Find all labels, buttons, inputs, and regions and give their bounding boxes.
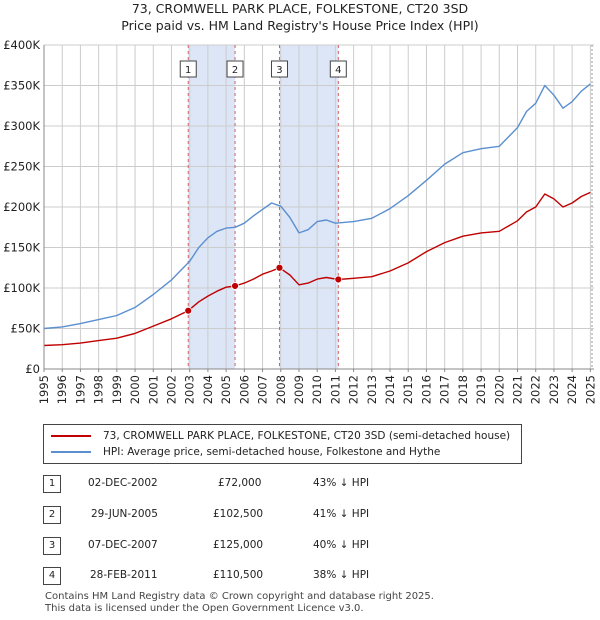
sale-number-badge: 4 xyxy=(43,567,61,585)
x-tick-label: 2022 xyxy=(529,375,543,404)
legend-label-hpi: HPI: Average price, semi-detached house,… xyxy=(103,446,441,458)
sale-label-box xyxy=(329,60,347,78)
sale-label-box xyxy=(226,60,244,78)
x-tick-label: 2009 xyxy=(292,375,306,404)
y-tick-label: £50K xyxy=(11,322,41,336)
x-tick-label: 2023 xyxy=(547,375,561,404)
chart-subtitle: Price paid vs. HM Land Registry's House … xyxy=(121,18,479,33)
chart-title: 73, CROMWELL PARK PLACE, FOLKESTONE, CT2… xyxy=(131,1,469,16)
sale-hpi-diff: 38% ↓ HPI xyxy=(313,569,370,581)
x-tick-label: 2008 xyxy=(274,375,288,404)
sale-number-badge: 2 xyxy=(43,506,61,524)
x-tick-label: 2021 xyxy=(511,375,525,404)
x-tick-label: 2002 xyxy=(164,375,178,404)
legend-label-price-paid: 73, CROMWELL PARK PLACE, FOLKESTONE, CT2… xyxy=(103,430,511,442)
y-tick-label: £400K xyxy=(3,38,40,52)
sale-hpi-diff: 40% ↓ HPI xyxy=(313,539,370,551)
x-tick-label: 2018 xyxy=(456,375,470,404)
x-tick-label: 2016 xyxy=(419,375,433,404)
legend-item-hpi: HPI: Average price, semi-detached house,… xyxy=(51,444,440,460)
price-paid-series-line xyxy=(43,191,591,347)
legend-line-hpi xyxy=(51,451,91,453)
table-row: 1 02-DEC-2002 £72,000 43% ↓ HPI xyxy=(43,475,463,493)
sale-number-badge: 1 xyxy=(43,475,61,493)
sale-point xyxy=(184,306,193,315)
y-tick-label: £200K xyxy=(3,200,40,214)
sale-date: 02-DEC-2002 xyxy=(88,477,158,489)
sale-hpi-diff: 41% ↓ HPI xyxy=(313,508,370,520)
x-tick-label: 2010 xyxy=(310,375,324,404)
sale-price: £125,000 xyxy=(213,539,264,551)
x-tick-label: 1999 xyxy=(110,375,124,404)
price-chart: 1 2 3 4 £0 £50K £100K £150K £200K £250K £300K £350K… xyxy=(3,38,597,404)
sale-hpi-diff: 43% ↓ HPI xyxy=(313,477,370,489)
sale-point xyxy=(334,275,343,284)
sale-point xyxy=(231,282,239,290)
y-tick-label: £150K xyxy=(3,241,40,255)
x-tick-label: 2004 xyxy=(201,375,215,404)
x-tick-label: 2015 xyxy=(401,375,415,404)
x-tick-label: 2019 xyxy=(474,375,488,404)
x-tick-label: 2006 xyxy=(237,375,251,404)
sale-date: 07-DEC-2007 xyxy=(88,539,158,551)
sale-point xyxy=(275,263,284,272)
sale-label-number: 1 xyxy=(185,65,191,76)
sale-price: £102,500 xyxy=(213,508,264,520)
x-tick-label: 2013 xyxy=(365,375,379,404)
y-tick-label: £250K xyxy=(3,160,40,174)
sale-label-number: 3 xyxy=(276,65,282,76)
x-tick-label: 2007 xyxy=(256,375,270,404)
x-tick-label: 1995 xyxy=(37,375,51,404)
x-tick-label: 2003 xyxy=(183,375,197,404)
x-tick-label: 2000 xyxy=(128,375,142,404)
sale-label-number: 2 xyxy=(232,65,238,76)
sale-price: £110,500 xyxy=(213,569,264,581)
table-row: 2 29-JUN-2005 £102,500 41% ↓ HPI xyxy=(43,506,463,524)
x-tick-label: 2012 xyxy=(347,375,361,404)
sale-date: 29-JUN-2005 xyxy=(91,508,158,520)
y-tick-label: £300K xyxy=(3,119,40,133)
sale-date: 28-FEB-2011 xyxy=(90,569,158,581)
x-tick-label: 2014 xyxy=(383,375,397,404)
y-tick-label: £350K xyxy=(3,79,40,93)
sale-price: £72,000 xyxy=(218,477,262,489)
sale-number-badge: 3 xyxy=(43,537,61,555)
footer-copyright: Contains HM Land Registry data © Crown c… xyxy=(45,591,434,602)
sale-label-number: 4 xyxy=(335,65,341,76)
sale-label-box xyxy=(179,60,197,78)
y-tick-label: £0 xyxy=(25,362,40,376)
table-row: 3 07-DEC-2007 £125,000 40% ↓ HPI xyxy=(43,537,463,555)
footer-licence: This data is licensed under the Open Gov… xyxy=(45,603,364,614)
x-tick-label: 2011 xyxy=(328,375,342,404)
x-tick-label: 2025 xyxy=(583,375,597,404)
x-tick-label: 1996 xyxy=(55,375,69,404)
legend-line-price-paid xyxy=(51,435,91,437)
legend-item-price-paid: 73, CROMWELL PARK PLACE, FOLKESTONE, CT2… xyxy=(51,428,510,444)
hpi-series-line xyxy=(43,83,591,330)
x-tick-label: 2024 xyxy=(565,375,579,404)
x-tick-label: 1997 xyxy=(73,375,87,404)
x-tick-label: 2005 xyxy=(219,375,233,404)
y-tick-label: £100K xyxy=(3,281,40,295)
table-row: 4 28-FEB-2011 £110,500 38% ↓ HPI xyxy=(43,567,463,585)
x-tick-label: 1998 xyxy=(92,375,106,404)
chart-legend: 73, CROMWELL PARK PLACE, FOLKESTONE, CT2… xyxy=(43,424,522,464)
x-tick-label: 2017 xyxy=(438,375,452,404)
sale-label-box xyxy=(270,60,288,78)
x-tick-label: 2020 xyxy=(492,375,506,404)
x-tick-label: 2001 xyxy=(146,375,160,404)
